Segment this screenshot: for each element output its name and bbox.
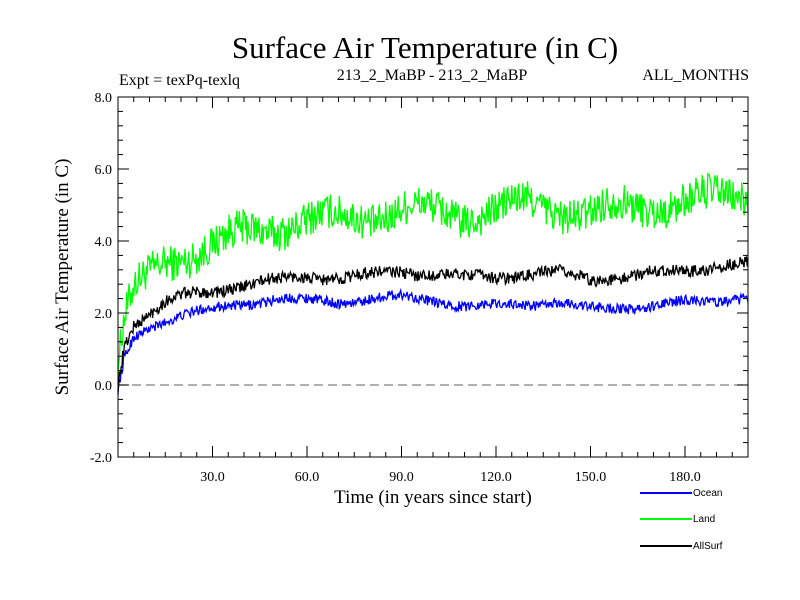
y-tick-label: 4.0: [95, 235, 113, 250]
subtitle-center: 213_2_MaBP - 213_2_MaBP: [337, 67, 528, 84]
series-line-ocean: [117, 287, 749, 395]
subtitle-left: Expt = texPq-texlq: [119, 72, 240, 89]
chart-title: Surface Air Temperature (in C): [232, 30, 618, 65]
x-tick-label: 120.0: [480, 470, 512, 485]
x-tick-label: 180.0: [669, 470, 701, 485]
subtitle-right: ALL_MONTHS: [642, 67, 749, 84]
x-axis-label: Time (in years since start): [334, 487, 532, 508]
legend-label-land: Land: [693, 514, 715, 525]
y-tick-label: 6.0: [95, 163, 113, 178]
x-tick-label: 150.0: [575, 470, 607, 485]
series-line-land: [117, 172, 749, 382]
legend-label-allsurf: AllSurf: [693, 541, 723, 552]
legend: Ocean Land AllSurf: [640, 488, 723, 552]
x-tick-label: 90.0: [389, 470, 414, 485]
series-line-allsurf: [117, 256, 749, 392]
y-tick-label: -2.0: [90, 451, 112, 466]
legend-label-ocean: Ocean: [693, 488, 722, 499]
y-tick-label: 2.0: [95, 307, 113, 322]
y-tick-label: 8.0: [95, 91, 113, 106]
y-axis-label: Surface Air Temperature (in C): [52, 159, 73, 396]
x-tick-label: 30.0: [200, 470, 225, 485]
series-layer: [117, 172, 749, 395]
x-tick-label: 60.0: [295, 470, 320, 485]
y-tick-label: 0.0: [95, 379, 113, 394]
tick-layer: 30.0 60.0 90.0 120.0 150.0 180.0 -2.0 0.0 2.0 4.0…: [90, 91, 748, 485]
